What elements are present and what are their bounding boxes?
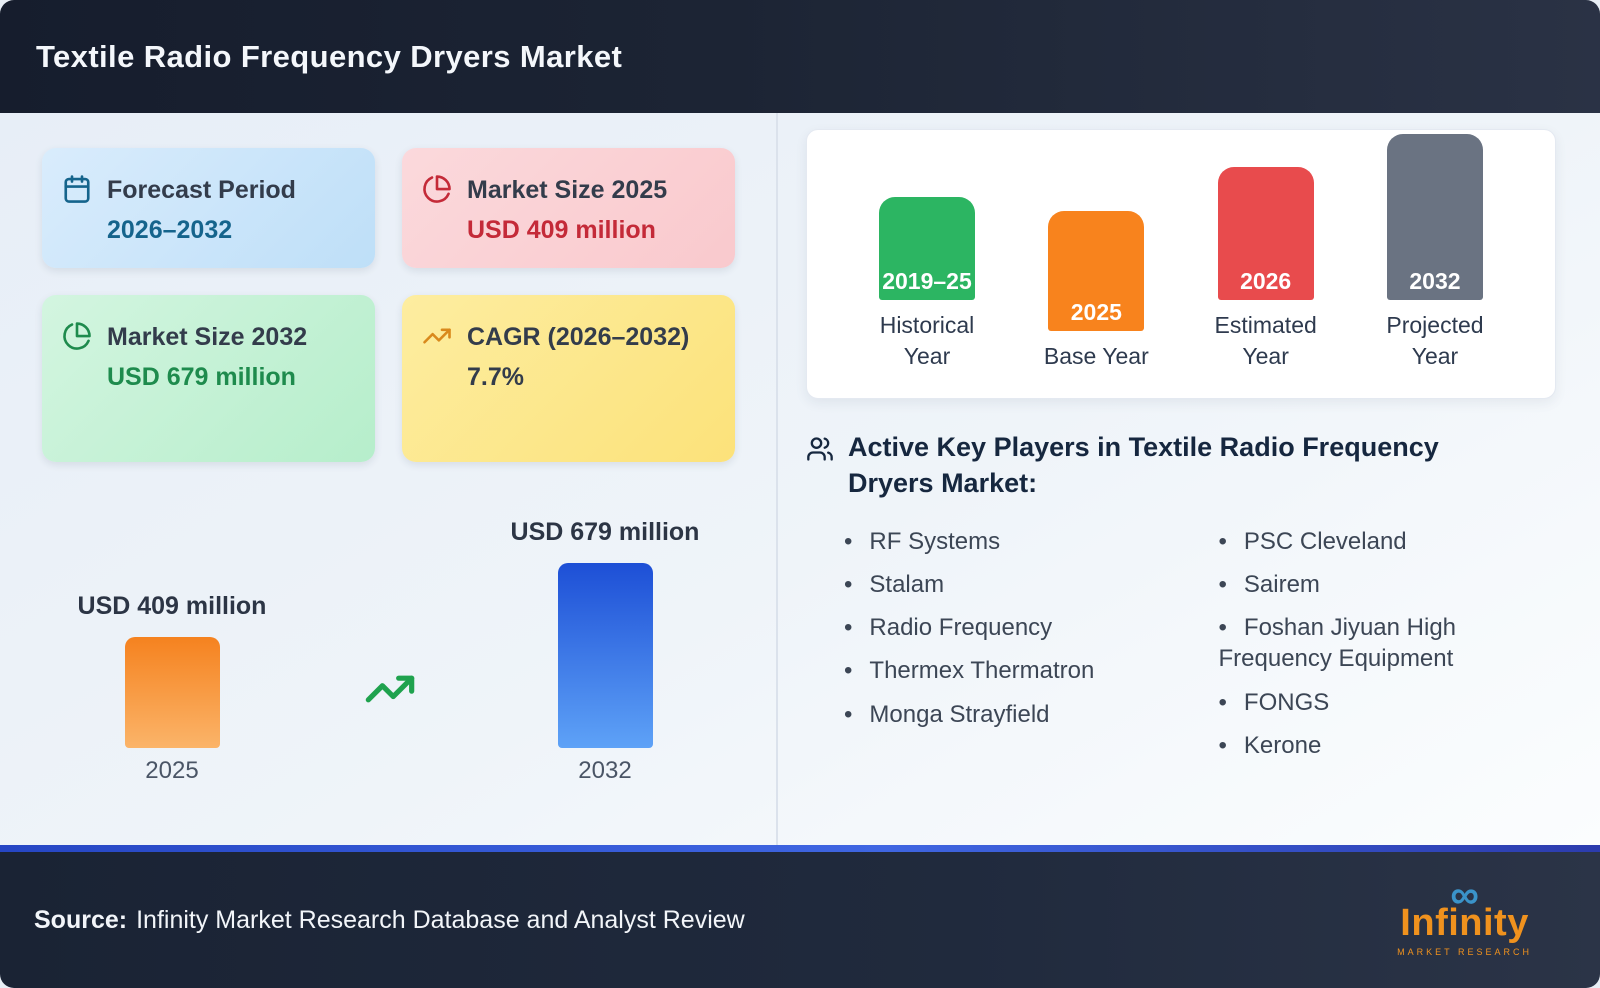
growth-bar-group-2025: USD 409 million 2025	[22, 592, 322, 785]
source-label: Source:	[34, 905, 128, 934]
timeline-item-estimated: 2026 Estimated Year	[1190, 166, 1342, 372]
trending-up-icon	[422, 321, 452, 351]
bar-category-label: 2025	[145, 757, 199, 784]
list-item: Stalam	[844, 569, 1159, 600]
list-item: Foshan Jiyuan High Frequency Equipment	[1219, 612, 1547, 674]
stat-cards-grid: Forecast Period 2026–2032 Market Size 20…	[42, 148, 735, 462]
list-item: Thermex Thermatron	[844, 655, 1159, 686]
timeline-bar: 2026	[1217, 166, 1314, 300]
timeline-item-historical: 2019–25 Historical Year	[851, 196, 1003, 372]
market-growth-chart: USD 409 million 2025 USD 679 million 203…	[0, 518, 776, 845]
stat-value: USD 679 million	[107, 362, 296, 391]
stat-card-market-size-2025: Market Size 2025 USD 409 million	[402, 148, 735, 268]
growth-trend-arrow-icon	[365, 675, 415, 703]
header-bar: Textile Radio Frequency Dryers Market	[0, 0, 1600, 113]
key-players-column-1: RF Systems Stalam Radio Frequency Therme…	[806, 526, 1159, 773]
key-players-lists: RF Systems Stalam Radio Frequency Therme…	[806, 526, 1556, 773]
source-text: Infinity Market Research Database and An…	[136, 905, 745, 934]
stat-label: Forecast Period	[107, 176, 296, 204]
infinity-market-research-logo: ∞ Infinity MARKET RESEARCH	[1397, 875, 1558, 957]
timeline-bar: 2025	[1048, 210, 1145, 331]
key-players-heading: Active Key Players in Textile Radio Freq…	[806, 429, 1556, 502]
timeline-label: Estimated Year	[1214, 311, 1317, 369]
list-item: Monga Strayfield	[844, 699, 1159, 730]
stat-card-cagr: CAGR (2026–2032) 7.7%	[402, 295, 735, 462]
pie-chart-icon	[62, 321, 92, 351]
bar-category-label: 2032	[578, 757, 632, 784]
timeline-bar: 2019–25	[879, 196, 975, 300]
list-item: FONGS	[1219, 687, 1547, 718]
stat-value: 7.7%	[467, 362, 524, 391]
bar-value-label: USD 409 million	[77, 592, 267, 620]
main-content: Forecast Period 2026–2032 Market Size 20…	[0, 113, 1600, 845]
timeline-item-base: 2025 Base Year	[1020, 210, 1172, 372]
page-title: Textile Radio Frequency Dryers Market	[36, 38, 623, 74]
calendar-icon	[62, 174, 92, 204]
bar-2032	[557, 563, 653, 748]
stat-value: 2026–2032	[107, 215, 233, 244]
stat-label: Market Size 2025	[467, 176, 668, 204]
pie-chart-icon	[422, 174, 452, 204]
footer-accent-line	[0, 845, 1600, 852]
stat-label: Market Size 2032	[107, 323, 308, 351]
timeline-label: Projected Year	[1386, 311, 1484, 369]
timeline-bar: 2032	[1386, 133, 1483, 300]
stat-label: CAGR (2026–2032)	[467, 323, 690, 351]
timeline-label: Base Year	[1043, 342, 1149, 369]
growth-bar-group-2032: USD 679 million 2032	[455, 518, 755, 785]
stat-card-forecast-period: Forecast Period 2026–2032	[42, 148, 375, 268]
logo-name: Infinity	[1400, 901, 1529, 944]
key-players-column-2: PSC Cleveland Sairem Foshan Jiyuan High …	[1159, 526, 1557, 773]
list-item: PSC Cleveland	[1219, 526, 1547, 557]
timeline-item-projected: 2032 Projected Year	[1359, 133, 1511, 372]
left-panel: Forecast Period 2026–2032 Market Size 20…	[0, 113, 778, 845]
stat-card-market-size-2032: Market Size 2032 USD 679 million	[42, 295, 375, 462]
bar-2025	[124, 637, 220, 748]
source-note: Source: Infinity Market Research Database…	[34, 906, 745, 935]
key-players-title: Active Key Players in Textile Radio Freq…	[848, 432, 1439, 499]
bar-value-label: USD 679 million	[510, 518, 700, 546]
list-item: RF Systems	[844, 526, 1159, 557]
footer-bar: Source: Infinity Market Research Database…	[0, 845, 1600, 988]
list-item: Radio Frequency	[844, 612, 1159, 643]
study-timeline-card: 2019–25 Historical Year 2025 Base Year 2…	[806, 129, 1556, 399]
users-icon	[806, 435, 834, 463]
list-item: Kerone	[1219, 730, 1547, 761]
timeline-label: Historical Year	[879, 311, 975, 369]
logo-subtitle: MARKET RESEARCH	[1397, 946, 1532, 957]
right-panel: 2019–25 Historical Year 2025 Base Year 2…	[778, 113, 1600, 845]
stat-value: USD 409 million	[467, 215, 656, 244]
list-item: Sairem	[1219, 569, 1547, 600]
